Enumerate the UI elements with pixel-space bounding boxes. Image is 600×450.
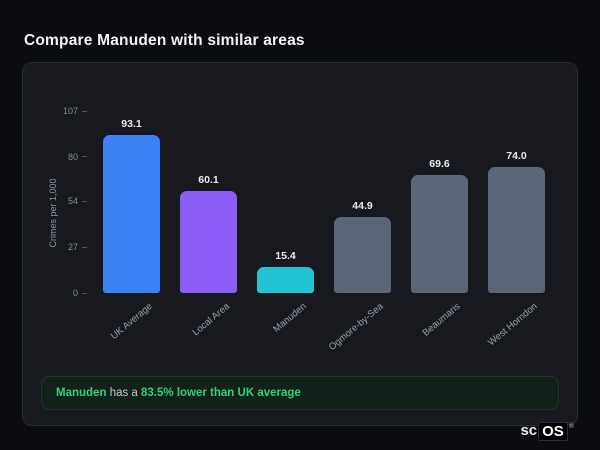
x-axis-label: Beaumaris bbox=[420, 301, 463, 339]
page-title: Compare Manuden with similar areas bbox=[24, 32, 305, 50]
bar-value-label: 74.0 bbox=[506, 150, 527, 163]
bar-ogmore-by-sea bbox=[334, 216, 391, 293]
bar-west-horndon bbox=[488, 167, 545, 293]
y-tick: 27 bbox=[68, 242, 87, 252]
y-tick: 0 bbox=[73, 288, 87, 298]
y-tick: 54 bbox=[68, 196, 87, 206]
tick-mark bbox=[82, 156, 87, 158]
y-tick: 107 bbox=[63, 106, 87, 116]
chart-card: Crimes per 1,000 107 80 54 27 0 93.1 UK Avera… bbox=[22, 62, 578, 426]
bar-local-area bbox=[180, 190, 237, 293]
bar-value-label: 44.9 bbox=[352, 199, 373, 212]
bar-beaumaris bbox=[411, 174, 468, 293]
x-axis-label: Manuden bbox=[271, 301, 309, 335]
tick-mark bbox=[82, 110, 87, 112]
bar-column: 74.0 West Horndon bbox=[486, 111, 545, 348]
bar-value-label: 93.1 bbox=[121, 117, 142, 130]
x-axis-label: West Horndon bbox=[486, 301, 540, 349]
bar-column: 69.6 Beaumaris bbox=[411, 111, 468, 339]
y-tick-label: 107 bbox=[62, 106, 78, 116]
bar-value-label: 60.1 bbox=[198, 173, 219, 186]
logo-suffix: OS bbox=[538, 422, 568, 441]
bar-value-label: 15.4 bbox=[275, 249, 296, 262]
callout-area-name: Manuden bbox=[56, 387, 107, 399]
y-tick-label: 80 bbox=[67, 151, 78, 162]
callout-connector-text: has a bbox=[106, 387, 142, 399]
bar-uk-average bbox=[103, 134, 160, 293]
y-tick-label: 27 bbox=[67, 242, 78, 253]
tick-mark bbox=[82, 246, 87, 248]
tick-mark bbox=[82, 200, 87, 202]
bar-manuden bbox=[257, 266, 314, 293]
callout-stat-text: 83.5% lower than UK average bbox=[141, 387, 301, 399]
bar-column: 44.9 Ogmore-by-Sea bbox=[327, 111, 391, 353]
logo-prefix: sc bbox=[520, 422, 538, 439]
bar-column: 93.1 UK Average bbox=[103, 111, 160, 342]
y-axis-ticks: 107 80 54 27 0 bbox=[23, 106, 87, 298]
bar-column: 60.1 Local Area bbox=[180, 111, 237, 338]
x-axis-label: Ogmore-by-Sea bbox=[326, 301, 386, 353]
plot-area: 93.1 UK Average 60.1 Local Area 15.4 Manuden 4… bbox=[93, 111, 555, 353]
comparison-callout: Manuden has a 83.5% lower than UK averag… bbox=[41, 376, 559, 410]
registered-mark: ® bbox=[568, 423, 574, 430]
y-tick-label: 54 bbox=[67, 196, 78, 207]
bar-value-label: 69.6 bbox=[429, 157, 450, 170]
x-axis-label: UK Average bbox=[108, 301, 155, 342]
bar-column: 15.4 Manuden bbox=[257, 111, 314, 335]
tick-mark bbox=[82, 292, 87, 294]
scos-logo: sc OS ® bbox=[520, 422, 574, 441]
x-axis-label: Local Area bbox=[190, 301, 232, 339]
y-tick-label: 0 bbox=[72, 288, 78, 298]
y-tick: 80 bbox=[68, 152, 87, 162]
